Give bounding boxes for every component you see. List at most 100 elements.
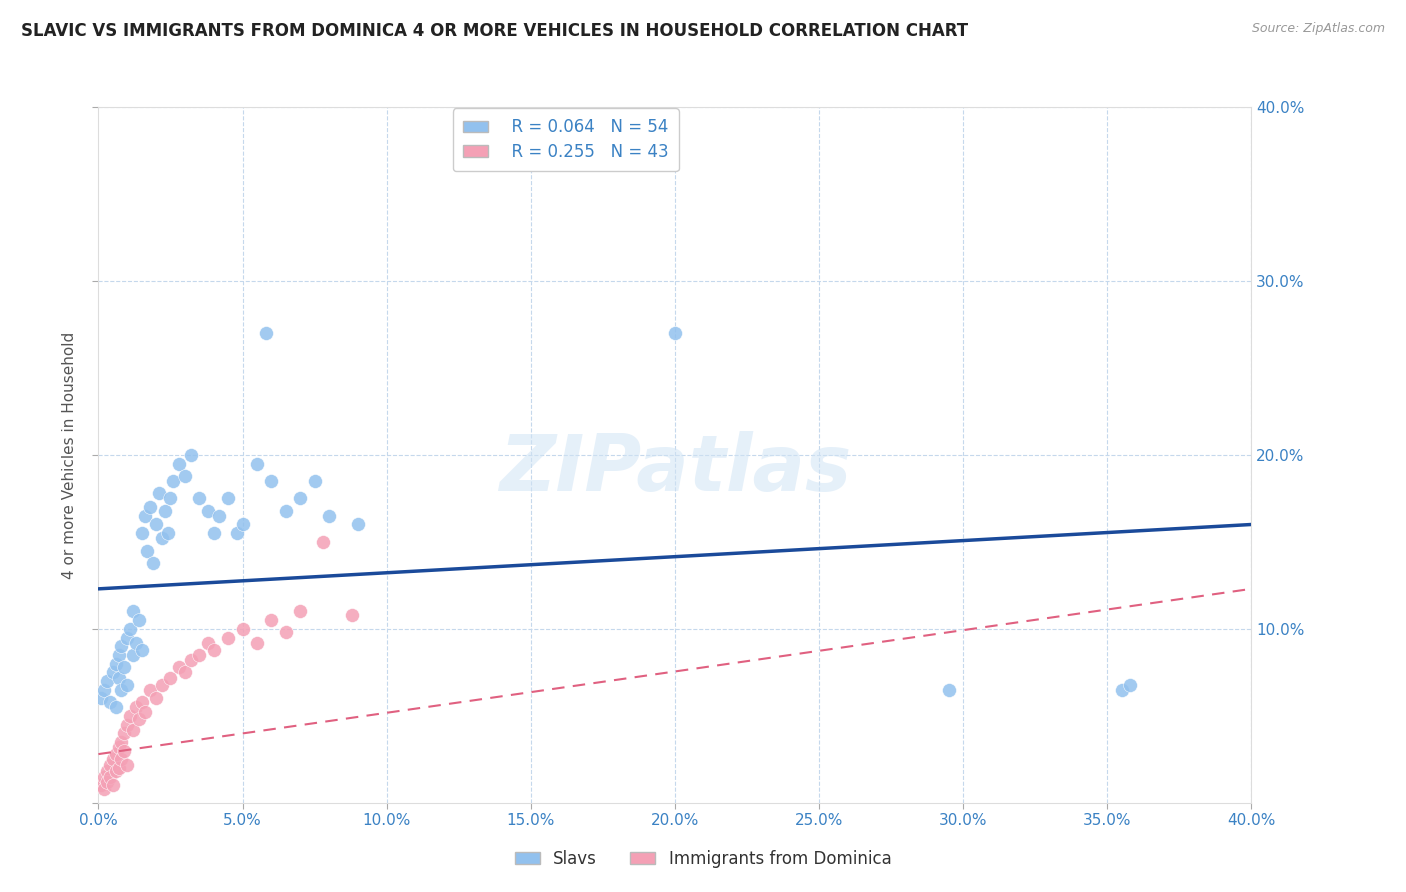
Point	[188, 491, 211, 506]
Point	[101, 752, 124, 766]
Point	[664, 326, 686, 340]
Point	[104, 764, 127, 779]
Point	[197, 636, 219, 650]
Point	[112, 744, 135, 758]
Point	[98, 695, 121, 709]
Point	[136, 543, 159, 558]
Point	[150, 532, 173, 546]
Point	[231, 622, 254, 636]
Point	[197, 503, 219, 517]
Point	[90, 691, 112, 706]
Point	[174, 468, 197, 483]
Point	[312, 534, 335, 549]
Point	[128, 712, 150, 726]
Point	[112, 726, 135, 740]
Point	[150, 677, 173, 691]
Point	[122, 648, 145, 662]
Point	[110, 639, 132, 653]
Point	[90, 778, 112, 792]
Point	[117, 717, 139, 731]
Point	[107, 648, 129, 662]
Point	[104, 700, 127, 714]
Point	[145, 517, 167, 532]
Point	[246, 457, 269, 471]
Point	[96, 775, 118, 789]
Point	[174, 665, 197, 680]
Point	[217, 631, 239, 645]
Point	[107, 671, 129, 685]
Point	[180, 653, 202, 667]
Point	[188, 648, 211, 662]
Point	[290, 605, 312, 619]
Point	[104, 657, 127, 671]
Point	[120, 708, 142, 723]
Point	[125, 700, 148, 714]
Point	[110, 735, 132, 749]
Point	[117, 677, 139, 691]
Point	[260, 474, 283, 488]
Point	[131, 526, 153, 541]
Point	[122, 605, 145, 619]
Point	[142, 556, 165, 570]
Point	[93, 682, 115, 697]
Point	[93, 781, 115, 796]
Point	[112, 660, 135, 674]
Text: SLAVIC VS IMMIGRANTS FROM DOMINICA 4 OR MORE VEHICLES IN HOUSEHOLD CORRELATION C: SLAVIC VS IMMIGRANTS FROM DOMINICA 4 OR …	[21, 22, 969, 40]
Point	[159, 671, 181, 685]
Point	[231, 517, 254, 532]
Point	[225, 526, 247, 541]
Point	[156, 526, 179, 541]
Point	[162, 474, 184, 488]
Point	[96, 764, 118, 779]
Point	[139, 682, 162, 697]
Point	[139, 500, 162, 514]
Point	[217, 491, 239, 506]
Point	[93, 770, 115, 784]
Point	[120, 622, 142, 636]
Point	[107, 761, 129, 775]
Point	[202, 526, 225, 541]
Point	[101, 778, 124, 792]
Point	[274, 503, 297, 517]
Point	[148, 486, 170, 500]
Point	[110, 682, 132, 697]
Point	[131, 695, 153, 709]
Point	[104, 747, 127, 761]
Point	[340, 607, 363, 622]
Point	[117, 631, 139, 645]
Point	[246, 636, 269, 650]
Point	[159, 491, 181, 506]
Point	[274, 625, 297, 640]
Point	[260, 613, 283, 627]
Point	[125, 636, 148, 650]
Legend:   R = 0.064   N = 54,   R = 0.255   N = 43: R = 0.064 N = 54, R = 0.255 N = 43	[453, 109, 679, 171]
Point	[254, 326, 277, 340]
Point	[128, 613, 150, 627]
Point	[346, 517, 368, 532]
Point	[96, 674, 118, 689]
Point	[938, 682, 960, 697]
Point	[117, 757, 139, 772]
Point	[180, 448, 202, 462]
Point	[208, 508, 231, 523]
Point	[304, 474, 326, 488]
Y-axis label: 4 or more Vehicles in Household: 4 or more Vehicles in Household	[62, 331, 77, 579]
Point	[98, 757, 121, 772]
Text: ZIPatlas: ZIPatlas	[499, 431, 851, 507]
Legend: Slavs, Immigrants from Dominica: Slavs, Immigrants from Dominica	[508, 844, 898, 875]
Point	[110, 752, 132, 766]
Point	[1119, 677, 1142, 691]
Point	[167, 457, 190, 471]
Point	[107, 740, 129, 755]
Point	[134, 508, 156, 523]
Point	[290, 491, 312, 506]
Point	[145, 691, 167, 706]
Point	[167, 660, 190, 674]
Point	[134, 706, 156, 720]
Point	[153, 503, 176, 517]
Point	[202, 642, 225, 657]
Text: Source: ZipAtlas.com: Source: ZipAtlas.com	[1251, 22, 1385, 36]
Point	[131, 642, 153, 657]
Point	[1111, 682, 1133, 697]
Point	[318, 508, 340, 523]
